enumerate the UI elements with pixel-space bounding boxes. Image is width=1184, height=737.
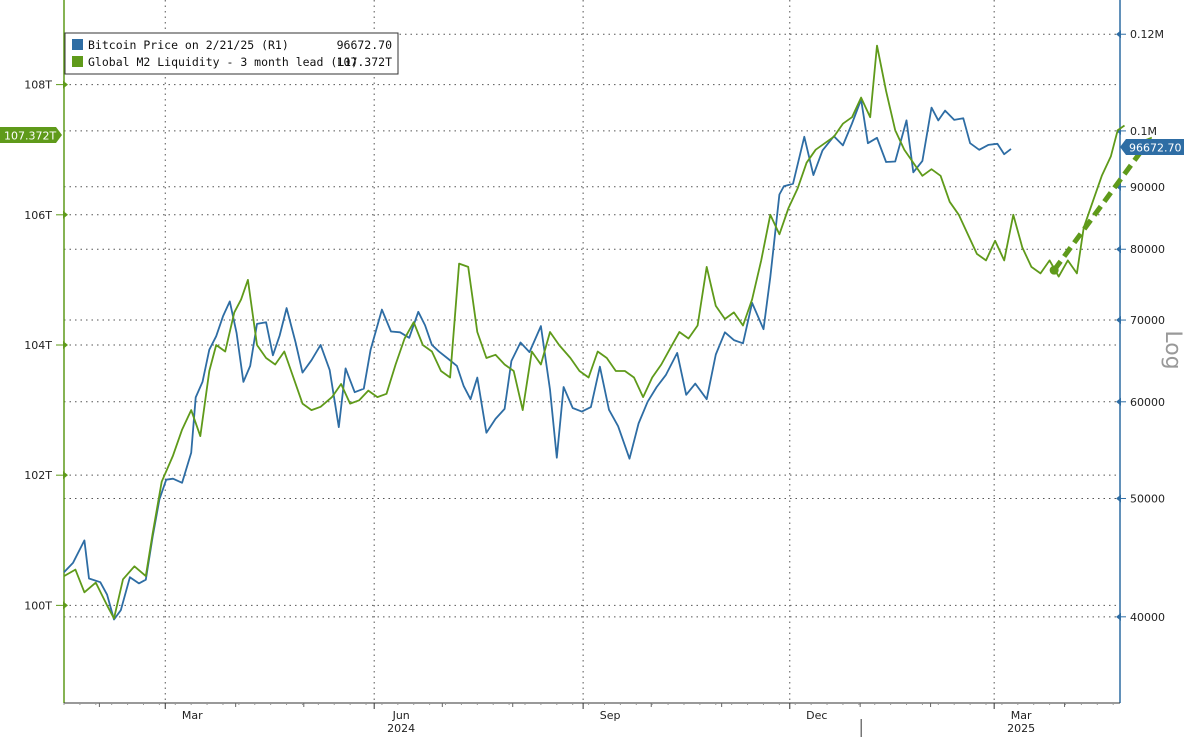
legend-box [64, 32, 399, 75]
left-last-value-tag [0, 127, 62, 143]
left-tick-label-108T: 108T [24, 79, 52, 92]
right-tick-label-0.1M: 0.1M [1130, 125, 1157, 138]
x-tick-label-0: Mar [182, 709, 203, 722]
x-year-label-1: 2025 [1007, 722, 1035, 735]
right-tick-label-70000: 70000 [1130, 314, 1165, 327]
right-tick-label-80000: 80000 [1130, 243, 1165, 256]
x-tick-label-2: Sep [600, 709, 621, 722]
series-lines [63, 44, 1126, 621]
legend-value-m2: 107.372T [337, 55, 392, 69]
legend-swatch-m2 [72, 56, 83, 67]
right-tick-label-40000: 40000 [1130, 611, 1165, 624]
legend-label-m2: Global M2 Liquidity - 3 month lead (L1) [88, 55, 358, 69]
right-tick-label-0.12M: 0.12M [1130, 28, 1164, 41]
right-tick-marker-70000 [1116, 316, 1121, 325]
right-tick-marker-40000 [1116, 612, 1121, 621]
right-tick-marker-60000 [1116, 397, 1121, 406]
right-tick-marker-0.12M [1116, 30, 1121, 39]
legend-value-bitcoin: 96672.70 [337, 38, 392, 52]
left-tick-label-102T: 102T [24, 469, 52, 482]
x-tick-label-4: Mar [1011, 709, 1032, 722]
right-tick-label-60000: 60000 [1130, 396, 1165, 409]
x-tick-label-1: Jun [392, 709, 410, 722]
left-tick-label-100T: 100T [24, 599, 52, 612]
left-tick-marker-102T [63, 471, 68, 480]
right-tick-label-90000: 90000 [1130, 181, 1165, 194]
axes: 100T 102T 104T 106T 108T 40000 50000 60000 70000… [24, 0, 1165, 737]
legend-label-bitcoin: Bitcoin Price on 2/21/25 (R1) [88, 38, 289, 52]
left-tick-marker-106T [63, 210, 68, 219]
right-axis-title: Log [1160, 330, 1184, 369]
series-line-bitcoin [63, 98, 1012, 621]
legend-swatch-bitcoin [72, 39, 83, 50]
arrow-shaft [1052, 146, 1146, 272]
right-tick-marker-80000 [1116, 245, 1121, 254]
x-year-label-0: 2024 [387, 722, 415, 735]
right-tick-marker-90000 [1116, 182, 1121, 191]
legend: Bitcoin Price on 2/21/25 (R1) 96672.70 G… [64, 32, 399, 75]
left-tick-marker-100T [63, 601, 68, 610]
series-line-m2 [63, 44, 1126, 620]
left-tick-label-106T: 106T [24, 209, 52, 222]
left-tick-marker-104T [63, 340, 68, 349]
right-tick-label-50000: 50000 [1130, 492, 1165, 505]
left-tick-marker-108T [63, 80, 68, 89]
right-last-value-tag [1120, 139, 1184, 155]
right-tick-marker-50000 [1116, 494, 1121, 503]
left-tick-label-104T: 104T [24, 339, 52, 352]
x-tick-label-3: Dec [806, 709, 827, 722]
right-last-value-label: 96672.70 [1129, 142, 1182, 155]
value-labels: 107.372T 96672.70 Log [0, 127, 1184, 370]
left-last-value-label: 107.372T [4, 130, 56, 143]
